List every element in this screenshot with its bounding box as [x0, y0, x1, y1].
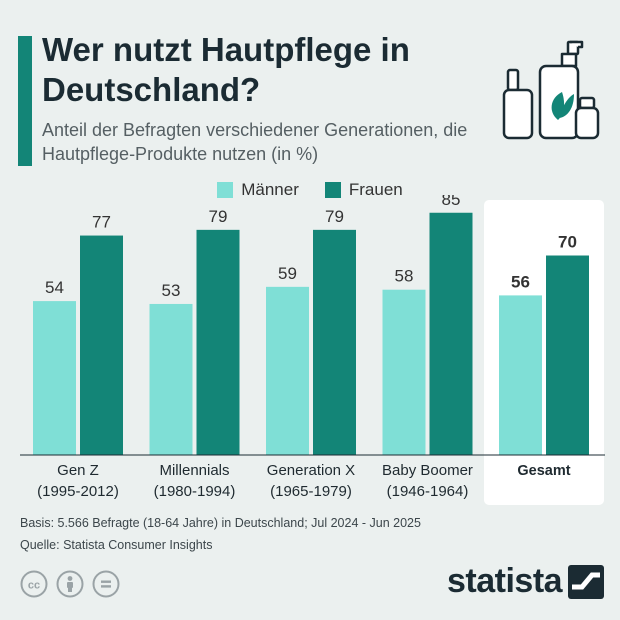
- data-label-men-1: 53: [162, 281, 181, 300]
- legend-item-women: Frauen: [324, 180, 403, 200]
- license-icons: cc: [20, 570, 120, 598]
- basis-note: Basis: 5.566 Befragte (18-64 Jahre) in D…: [20, 516, 421, 530]
- category-label-3-0: Baby Boomer: [382, 462, 473, 479]
- data-label-women-4: 70: [558, 233, 577, 252]
- bar-chart: 54 77 Gen Z (1995-2012) 53 79 Millennials (1980…: [20, 195, 605, 505]
- category-label-3-1: (1946-1964): [387, 483, 469, 500]
- statista-logo[interactable]: statista: [447, 562, 605, 601]
- page-subtitle: Anteil der Befragten verschiedener Gener…: [42, 120, 468, 164]
- data-label-men-0: 54: [45, 278, 64, 297]
- skincare-bottles-icon: [502, 40, 600, 140]
- data-label-women-3: 85: [442, 195, 461, 209]
- legend-label-women: Frauen: [348, 180, 403, 199]
- legend-swatch-women: [324, 182, 341, 198]
- category-label-1-1: (1980-1994): [154, 483, 236, 500]
- data-label-women-1: 79: [209, 207, 228, 226]
- data-label-women-2: 79: [325, 207, 344, 226]
- bar-men-1: [149, 303, 193, 455]
- category-label-2-1: (1965-1979): [270, 483, 352, 500]
- bar-men-0: [33, 301, 76, 455]
- legend-swatch-men: [217, 182, 234, 198]
- bar-women-0: [80, 235, 123, 455]
- category-label-2-0: Generation X: [267, 462, 355, 479]
- svg-text:cc: cc: [28, 580, 40, 592]
- person-icon[interactable]: [56, 570, 84, 598]
- equals-icon[interactable]: [92, 570, 120, 598]
- cc-icon[interactable]: cc: [20, 570, 48, 598]
- data-label-men-3: 58: [395, 267, 414, 286]
- bar-women-1: [196, 229, 240, 455]
- bar-men-4: [499, 295, 542, 455]
- category-label-0-0: Gen Z: [57, 462, 99, 479]
- statista-logo-icon: [568, 564, 605, 599]
- logo-text: statista: [447, 562, 563, 600]
- bar-men-3: [382, 289, 426, 455]
- legend-label-men: Männer: [241, 180, 299, 199]
- accent-bar: [18, 36, 32, 166]
- data-label-women-0: 77: [92, 213, 111, 232]
- category-label-0-1: (1995-2012): [37, 483, 119, 500]
- data-label-men-4: 56: [511, 272, 530, 291]
- bar-women-4: [546, 255, 589, 455]
- data-label-men-2: 59: [278, 264, 297, 283]
- bar-women-2: [313, 229, 356, 455]
- legend: Männer Frauen: [0, 180, 620, 200]
- source-note: Quelle: Statista Consumer Insights: [20, 538, 213, 552]
- page-title: Wer nutzt Hautpflege in Deutschland?: [42, 31, 410, 108]
- bar-women-3: [429, 212, 473, 455]
- legend-item-men: Männer: [217, 180, 299, 200]
- category-label-4-0: Gesamt: [517, 463, 570, 479]
- bar-men-2: [266, 286, 309, 455]
- category-label-1-0: Millennials: [159, 462, 229, 479]
